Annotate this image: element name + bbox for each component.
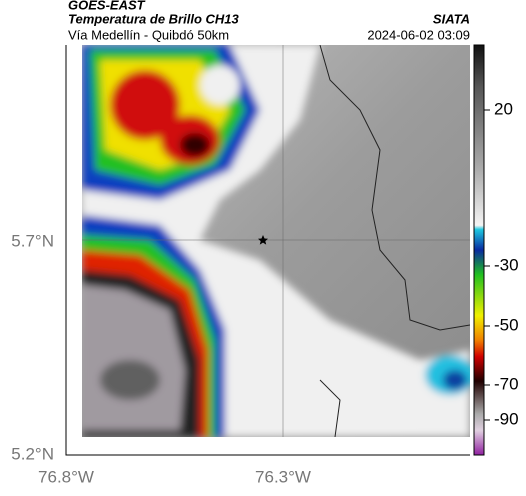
- subtitle: Temperatura de Brillo CH13: [68, 11, 240, 26]
- colorbar-tick-label: 20: [494, 99, 513, 118]
- colorbar-tick-label: -70: [494, 374, 519, 393]
- axes-frame: [65, 45, 470, 456]
- title: GOES-EAST: [68, 0, 146, 12]
- route: Vía Medellín - Quibdó 50km: [68, 27, 229, 42]
- colorbar-tick-label: -90: [494, 409, 519, 428]
- timestamp: 2024-06-02 03:09: [367, 27, 470, 42]
- source: SIATA: [433, 11, 470, 26]
- colorbar: [473, 44, 485, 456]
- satellite-image: [82, 45, 470, 437]
- colorbar-tick-label: -50: [494, 315, 519, 334]
- colorbar-ticks: 20 -30 -50 -70 -90: [484, 99, 519, 428]
- y-label: 5.2°N: [11, 444, 54, 463]
- header: GOES-EAST Temperatura de Brillo CH13 SIA…: [68, 0, 470, 42]
- x-label: 76.3°W: [255, 467, 311, 486]
- y-label: 5.7°N: [11, 231, 54, 250]
- x-label: 76.8°W: [38, 467, 94, 486]
- colorbar-tick-label: -30: [494, 255, 519, 274]
